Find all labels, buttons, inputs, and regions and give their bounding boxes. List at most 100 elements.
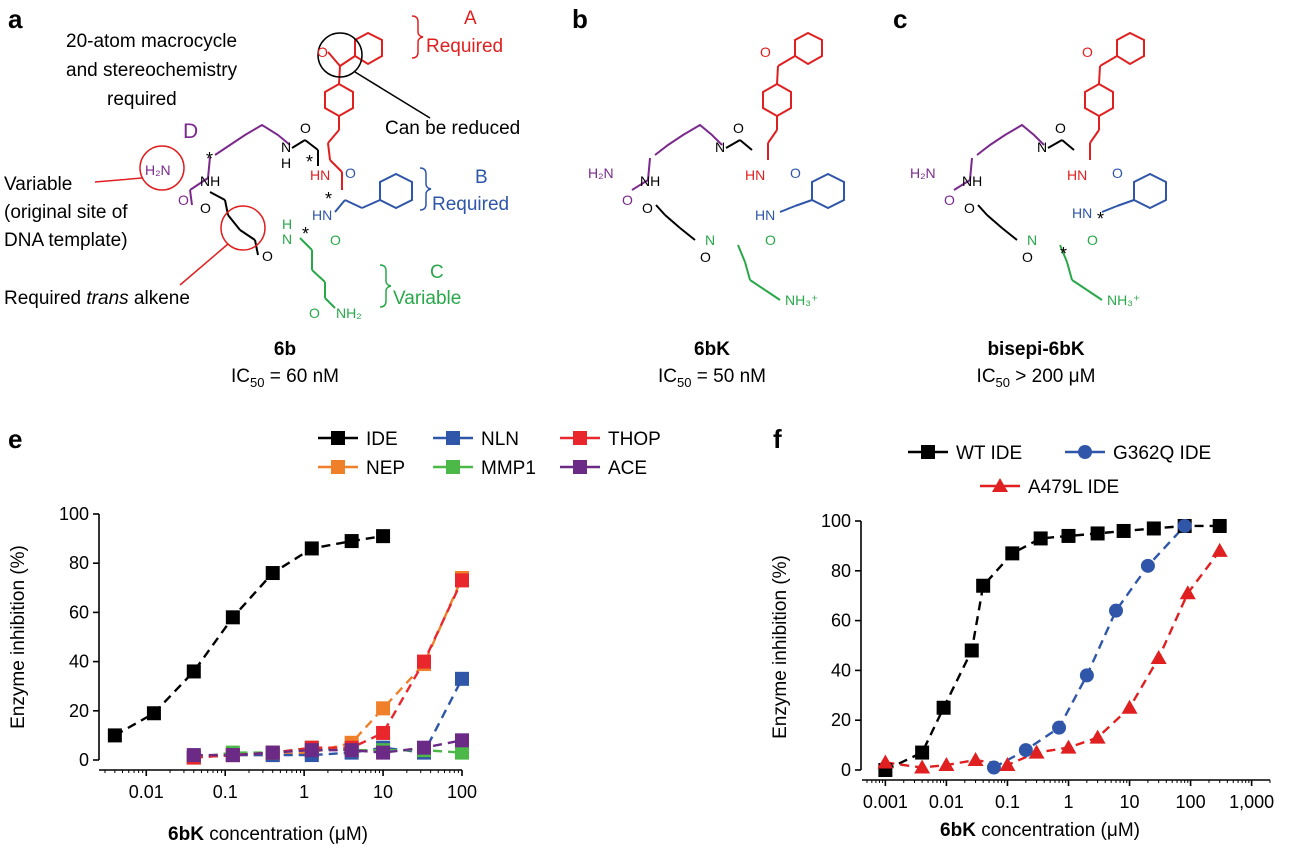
data-point-ide	[304, 541, 319, 556]
x-tick-label: 10	[1120, 792, 1140, 812]
legend-marker	[331, 460, 345, 474]
atom: O	[317, 44, 328, 60]
data-point-nep	[376, 701, 391, 716]
data-point-wt-ide	[915, 745, 930, 760]
data-point-wt-ide	[1061, 528, 1076, 543]
data-point-ace	[186, 748, 201, 763]
atom: HN	[755, 207, 775, 223]
y-tick-label: 100	[821, 511, 851, 531]
y-tick-label: 0	[841, 760, 851, 780]
data-point-thop	[455, 573, 469, 588]
chart-e-xlabel: 6bK concentration (μM)	[168, 824, 368, 845]
atom: O	[964, 200, 975, 216]
data-point-mmp1	[455, 745, 469, 760]
variable-note: (original site of	[4, 202, 128, 223]
variable-note: DNA template)	[4, 230, 128, 251]
data-point-ide	[265, 566, 280, 581]
macrocycle-note: and stereochemistry	[66, 60, 238, 81]
data-point-a479l-ide	[1089, 729, 1106, 744]
compound-name-6bK: 6bK	[694, 339, 730, 360]
stereo-star: *	[1060, 244, 1067, 264]
chart-e-series	[107, 529, 469, 765]
data-point-ace	[344, 743, 359, 758]
atom: HN	[312, 207, 332, 223]
compound-name-bisepi-6bK: bisepi-6bK	[987, 339, 1084, 360]
legend-marker	[1078, 445, 1092, 459]
x-tick-label: 0.1	[213, 782, 238, 802]
legend-marker	[446, 431, 460, 445]
atom: O	[345, 165, 356, 181]
atom: O	[733, 120, 744, 136]
data-point-g362q-ide	[1108, 603, 1123, 618]
atom: O	[1082, 44, 1093, 60]
y-tick-label: 60	[831, 611, 851, 631]
y-tick-label: 80	[831, 561, 851, 581]
region-b-note: Required	[432, 194, 509, 215]
data-point-wt-ide	[936, 700, 951, 715]
atom: O	[1087, 232, 1098, 248]
stereo-star: *	[325, 189, 332, 209]
legend-marker	[446, 460, 460, 474]
atom: H	[282, 216, 292, 232]
legend-marker	[331, 431, 345, 445]
atom: N	[1037, 139, 1047, 155]
atom: NH	[640, 173, 660, 189]
data-point-ace	[265, 745, 280, 760]
data-point-ide	[186, 664, 201, 679]
atom: NH	[962, 173, 982, 189]
macrocycle-note: 20-atom macrocycle	[66, 31, 237, 52]
chart-f: WT IDE G362Q IDE A479L IDE 0 20 40 60 80 100 0.0…	[770, 443, 1274, 841]
panel-label-f: f	[773, 424, 782, 454]
y-tick-label: 0	[79, 750, 89, 770]
series-line-ide	[114, 534, 384, 737]
atom: H	[281, 155, 291, 171]
structure-6bK	[631, 31, 845, 301]
y-tick-label: 40	[69, 652, 89, 672]
ic50-6bK: IC50 = 50 nM	[658, 366, 766, 390]
y-tick-label: 60	[69, 602, 89, 622]
variable-note: Variable	[4, 174, 72, 195]
region-d-label: D	[183, 120, 198, 143]
data-point-wt-ide	[1033, 531, 1048, 546]
x-tick-label: 0.001	[863, 792, 908, 812]
atom: O	[330, 232, 341, 248]
region-c-label: C	[430, 262, 444, 283]
atom: O	[760, 44, 771, 60]
x-tick-label: 0.01	[929, 792, 964, 812]
data-point-wt-ide	[1212, 518, 1227, 533]
atom: O	[300, 120, 311, 136]
atom: O	[765, 232, 776, 248]
atom: N	[715, 139, 725, 155]
data-point-ace	[455, 733, 469, 748]
data-point-ide	[146, 706, 161, 721]
data-point-ace	[225, 748, 240, 763]
data-point-a479l-ide	[914, 759, 931, 774]
legend-marker	[573, 431, 587, 445]
annotations-6b: 20-atom macrocycle and stereochemistry r…	[4, 8, 520, 309]
macrocycle-note: required	[107, 89, 177, 110]
data-point-a479l-ide	[1211, 542, 1228, 557]
legend-marker	[573, 460, 587, 474]
atom: NH₂	[336, 305, 362, 321]
atoms-6b: O H₂N O NH N H O HN O HN O N H O O O NH₂…	[145, 44, 362, 321]
legend-label: WT IDE	[956, 443, 1022, 464]
atom: N	[705, 232, 715, 248]
chart-e: IDE NEP NLN MMP1 THOP ACE 0 20 40 60 80 100 0.01 0.1…	[8, 429, 661, 845]
x-tick-label: 1,000	[1229, 792, 1274, 812]
atom: N	[1027, 232, 1037, 248]
ic50-6b: IC50 = 60 nM	[231, 366, 339, 390]
atom: N	[282, 231, 292, 247]
atoms-bisepi-6bK: O H₂N O NH N O HN O HN O N O O NH₃⁺ * *	[910, 44, 1140, 308]
data-point-a479l-ide	[1028, 744, 1045, 759]
data-point-ace	[416, 740, 431, 755]
stereo-star: *	[302, 224, 309, 244]
data-point-wt-ide	[1146, 521, 1161, 536]
region-b-label: B	[475, 167, 488, 188]
legend-label: IDE	[366, 429, 398, 450]
atom: O	[642, 200, 653, 216]
panel-label-a: a	[8, 4, 23, 34]
legend-marker	[921, 445, 935, 459]
data-point-wt-ide	[1005, 546, 1020, 561]
data-point-ace	[304, 743, 319, 758]
